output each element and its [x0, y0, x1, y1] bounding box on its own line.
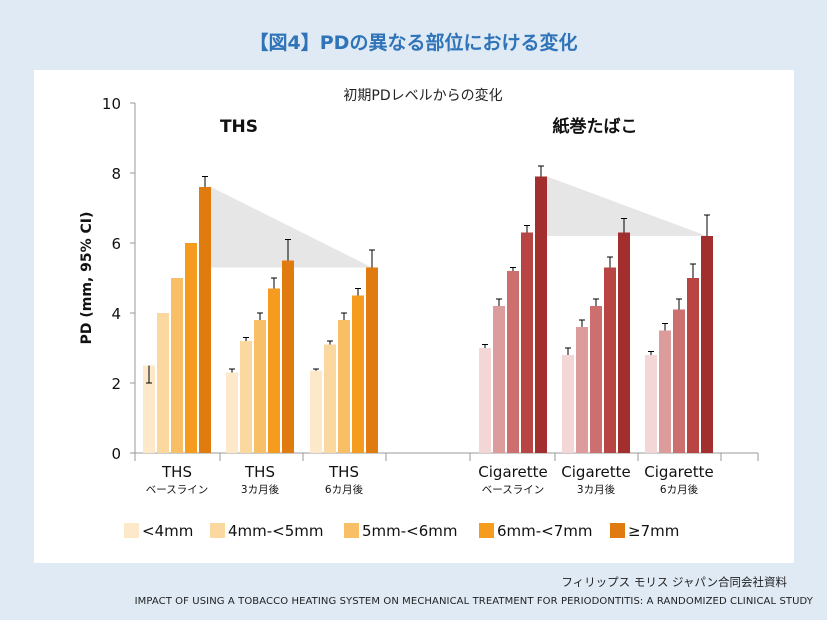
x-tick-sublabel: 6カ月後 — [325, 483, 364, 496]
x-tick-label: THS — [161, 463, 192, 481]
bar — [338, 320, 350, 453]
bar — [576, 327, 588, 453]
bar — [701, 236, 713, 453]
bar — [171, 278, 183, 453]
bar — [268, 288, 280, 453]
bar — [604, 267, 616, 453]
bar — [240, 341, 252, 453]
bar — [521, 232, 533, 453]
y-tick-label: 2 — [111, 375, 121, 393]
bar — [254, 320, 266, 453]
y-tick-label: 8 — [111, 165, 121, 183]
page-title: 【図4】PDの異なる部位における変化 — [249, 32, 578, 54]
y-tick-label: 0 — [111, 445, 121, 463]
legend-swatch — [479, 523, 494, 538]
x-tick-sublabel: 3カ月後 — [577, 483, 616, 496]
reduction-shade — [547, 176, 707, 236]
x-tick-sublabel: 3カ月後 — [241, 483, 280, 496]
legend-label: 6mm-<7mm — [497, 522, 593, 540]
legend-swatch — [124, 523, 139, 538]
group-title: 紙巻たばこ — [553, 116, 638, 137]
bar — [157, 313, 169, 453]
bar — [324, 344, 336, 453]
x-tick-label: THS — [244, 463, 275, 481]
bar — [687, 278, 699, 453]
bar — [618, 232, 630, 453]
y-axis-title: PD (mm, 95% CI) — [79, 212, 95, 345]
bar — [226, 372, 238, 453]
bar — [673, 309, 685, 453]
bar — [562, 355, 574, 453]
legend-swatch — [210, 523, 225, 538]
x-tick-sublabel: ベースライン — [146, 484, 208, 496]
bar — [143, 365, 155, 453]
legend-label: ≥7mm — [628, 522, 679, 540]
bar — [185, 243, 197, 453]
chart-panel: 初期PDレベルからの変化 PD (mm, 95% CI) 0 2 4 6 8 10 THS THS… — [34, 70, 794, 563]
x-tick-label: Cigarette — [478, 463, 547, 481]
group-title: THS — [220, 117, 258, 137]
bar — [352, 295, 364, 453]
legend-label: <4mm — [142, 522, 193, 540]
pd-change-chart: 初期PDレベルからの変化 PD (mm, 95% CI) 0 2 4 6 8 10 THS THS… — [79, 87, 759, 540]
legend-swatch — [344, 523, 359, 538]
x-tick-sublabel: ベースライン — [482, 484, 544, 496]
y-tick-label: 6 — [111, 235, 121, 253]
bar — [310, 370, 322, 453]
bar — [282, 260, 294, 453]
bar — [366, 267, 378, 453]
x-tick-label: Cigarette — [644, 463, 713, 481]
x-tick-sublabel: 6カ月後 — [660, 483, 699, 496]
legend-label: 5mm-<6mm — [362, 522, 458, 540]
x-tick-label: Cigarette — [561, 463, 630, 481]
chart-title: 初期PDレベルからの変化 — [343, 87, 502, 104]
y-tick-label: 10 — [102, 95, 121, 113]
bar — [659, 330, 671, 453]
study-reference: IMPACT OF USING A TOBACCO HEATING SYSTEM… — [134, 596, 813, 607]
bar — [493, 306, 505, 453]
bar — [590, 306, 602, 453]
x-tick-label: THS — [328, 463, 359, 481]
reduction-shade — [211, 187, 372, 268]
source-note: フィリップス モリス ジャパン合同会社資料 — [561, 575, 787, 589]
bar — [645, 355, 657, 453]
bar — [479, 348, 491, 453]
bar — [199, 187, 211, 453]
bar — [507, 271, 519, 453]
legend-swatch — [610, 523, 625, 538]
bar — [535, 176, 547, 453]
legend-label: 4mm-<5mm — [228, 522, 324, 540]
y-tick-label: 4 — [111, 305, 121, 323]
